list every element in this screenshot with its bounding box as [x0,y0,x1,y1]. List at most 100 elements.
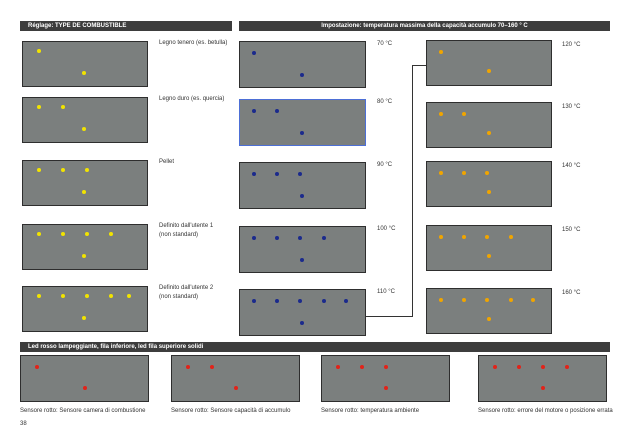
blue-led [252,172,256,176]
yellow-led [85,232,89,236]
yellow-led [85,294,89,298]
orange-led [487,131,491,135]
blue-led [275,172,279,176]
blue-led [252,51,256,55]
error-panel-1 [20,355,149,402]
orange-led [509,235,513,239]
yellow-led [82,127,86,131]
fuel-sublabel-4: (non standard) [159,232,199,238]
orange-led [439,112,443,116]
temp-panel-5 [239,289,366,336]
blue-led [252,236,256,240]
orange-led [462,235,466,239]
yellow-led [61,294,65,298]
temp-label-2: 80 °C [377,99,393,105]
fuel-sublabel-5: (non standard) [159,294,199,300]
orange-led [485,235,489,239]
blue-led [298,299,302,303]
orange-led [439,171,443,175]
blue-led [300,194,304,198]
error-caption-2: Sensore rotto: Sensore capacità di accum… [171,408,291,414]
max-temp-header: Impostazione: temperatura massima della … [239,21,610,31]
fuel-panel-3 [22,160,148,206]
temp-label-4: 100 °C [377,226,396,232]
blue-led [275,109,279,113]
yellow-led [61,105,65,109]
orange-led [487,190,491,194]
error-panel-4 [478,355,607,402]
temp-label-1: 70 °C [377,41,393,47]
blue-led [298,236,302,240]
page-number: 38 [20,421,27,427]
fuel-label-3: Pellet [159,159,175,165]
error-panel-2 [171,355,300,402]
yellow-led [82,316,86,320]
yellow-led [37,49,41,53]
orange-led [487,254,491,258]
yellow-led [82,71,86,75]
red-led [541,386,545,390]
blue-led [300,73,304,77]
red-led [517,365,521,369]
blue-led [322,236,326,240]
orange-led [439,235,443,239]
red-led [541,365,545,369]
temp-panel-3 [239,162,366,209]
red-led [83,386,87,390]
yellow-led [37,232,41,236]
temp-label-9: 150 °C [562,227,581,233]
red-led [565,365,569,369]
fuel-label-4: Definito dall'utente 1 [159,223,214,229]
blue-led [300,258,304,262]
fuel-panel-4 [22,224,148,270]
temp-label-5: 110 °C [377,289,395,295]
error-caption-3: Sensore rotto: temperatura ambiente [321,408,420,414]
connector-horizontal-top [412,65,426,66]
blue-led [298,172,302,176]
red-led [234,386,238,390]
temp-label-6: 120 °C [562,42,581,48]
yellow-led [37,168,41,172]
temp-panel-7 [426,102,552,148]
temp-panel-10 [426,288,552,334]
orange-led [462,298,466,302]
error-caption-4: Sensore rotto: errore del motore o posiz… [478,408,613,414]
blue-led [300,321,304,325]
temp-label-7: 130 °C [562,104,581,110]
orange-led [487,317,491,321]
blue-led [252,109,256,113]
yellow-led [85,168,89,172]
temp-panel-6 [426,40,552,86]
error-caption-1: Sensore rotto: Sensore camera di combust… [20,408,146,414]
connector-horizontal-bottom [366,316,413,317]
orange-led [439,50,443,54]
orange-led [485,171,489,175]
errors-header: Led rosso lampeggiante, fila inferiore, … [20,342,610,352]
blue-led [275,299,279,303]
yellow-led [127,294,131,298]
temp-panel-8 [426,161,552,207]
red-led [210,365,214,369]
yellow-led [61,232,65,236]
fuel-label-2: Legno duro (es. quercia) [159,96,225,102]
error-panel-3 [321,355,450,402]
red-led [493,365,497,369]
temp-label-10: 160 °C [562,290,581,296]
yellow-led [82,254,86,258]
red-led [360,365,364,369]
yellow-led [37,294,41,298]
temp-label-8: 140 °C [562,163,581,169]
fuel-panel-2 [22,97,148,143]
fuel-panel-1 [22,41,148,87]
fuel-label-1: Legno tenero (es. betulla) [159,40,228,46]
orange-led [462,171,466,175]
yellow-led [37,105,41,109]
orange-led [531,298,535,302]
orange-led [485,298,489,302]
blue-led [322,299,326,303]
fuel-type-header: Réglage: TYPE DE COMBUSTIBLE [20,21,232,31]
yellow-led [109,294,113,298]
orange-led [487,69,491,73]
blue-led [300,131,304,135]
temp-panel-4 [239,226,366,273]
